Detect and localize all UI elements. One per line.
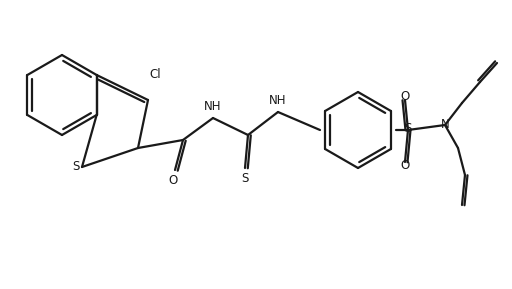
Text: NH: NH: [269, 94, 287, 107]
Text: NH: NH: [204, 100, 222, 113]
Text: O: O: [168, 174, 178, 187]
Text: O: O: [400, 159, 410, 172]
Text: S: S: [241, 172, 249, 185]
Text: S: S: [73, 160, 80, 173]
Text: S: S: [404, 123, 412, 136]
Text: O: O: [400, 90, 410, 103]
Text: N: N: [441, 118, 450, 131]
Text: Cl: Cl: [149, 68, 161, 81]
